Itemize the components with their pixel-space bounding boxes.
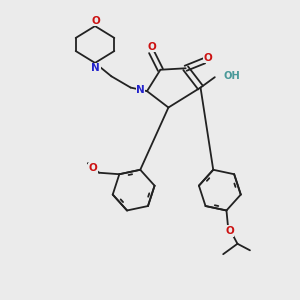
Text: O: O <box>148 42 157 52</box>
Text: O: O <box>225 226 234 236</box>
Text: O: O <box>203 53 212 63</box>
Text: O: O <box>89 163 98 173</box>
Text: N: N <box>136 85 145 95</box>
Text: OH: OH <box>224 71 241 81</box>
Text: N: N <box>91 63 100 73</box>
Text: O: O <box>91 16 100 26</box>
